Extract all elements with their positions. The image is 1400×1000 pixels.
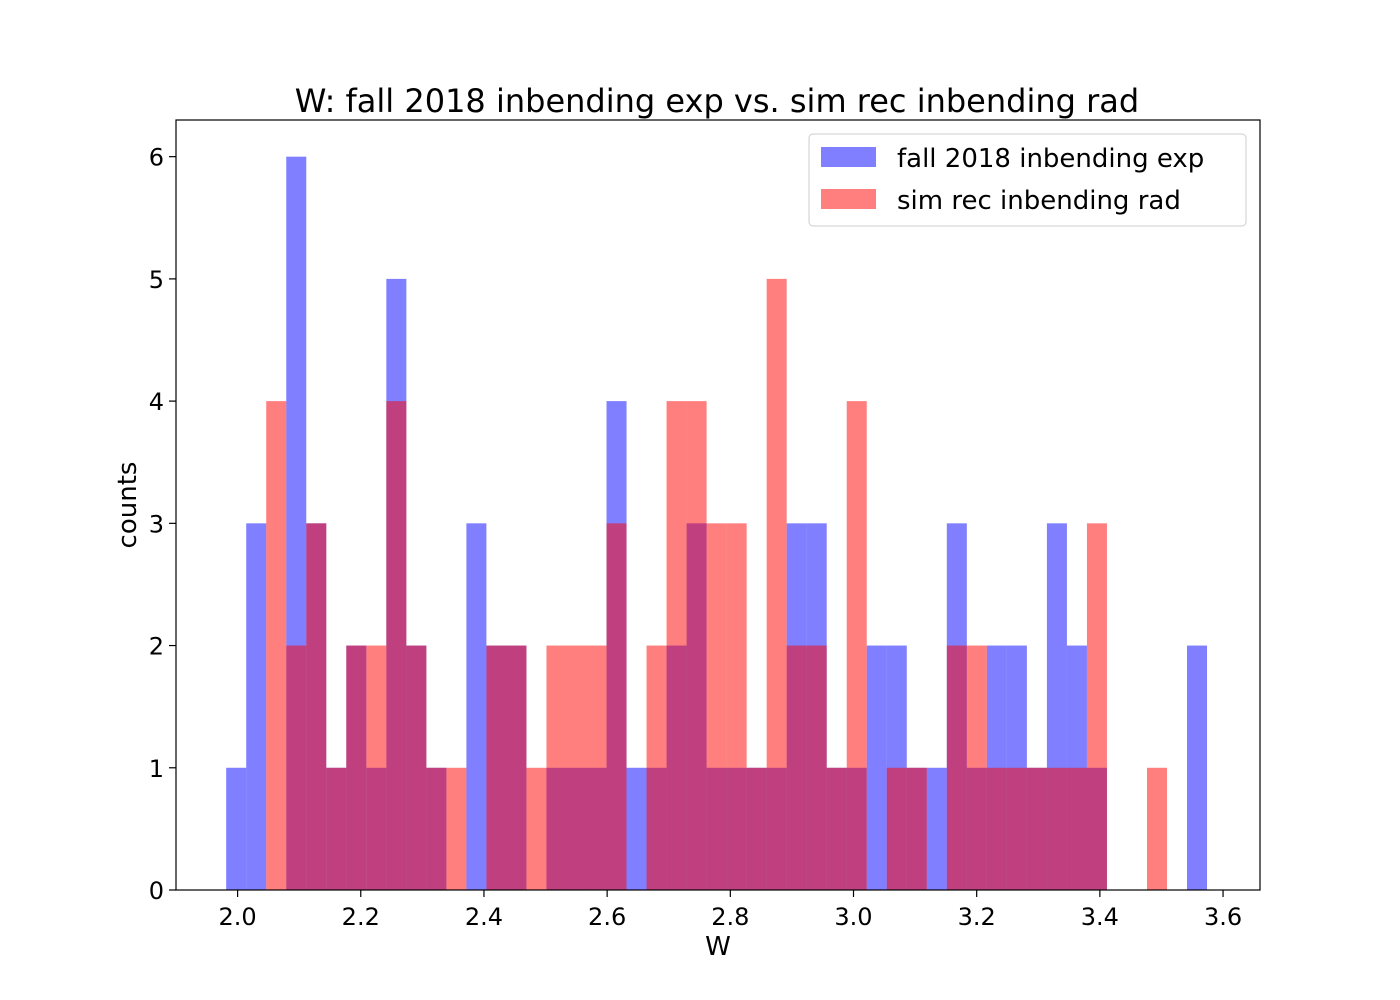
bar-sim-bin-18 [586, 645, 607, 890]
x-tick-label: 2.2 [342, 903, 380, 931]
bar-sim-bin-15 [526, 767, 547, 890]
y-axis-label: counts [113, 462, 143, 549]
bar-sim-bin-36 [946, 645, 967, 890]
bar-sim-bin-23 [686, 401, 707, 890]
bar-sim-bin-26 [746, 767, 767, 890]
bar-sim-bin-11 [446, 767, 467, 890]
bar-sim-bin-9 [406, 645, 427, 890]
x-tick-label: 2.8 [711, 903, 749, 931]
bar-sim-bin-5 [326, 767, 347, 890]
bar-sim-bin-37 [966, 645, 987, 890]
y-tick-label: 6 [149, 144, 164, 172]
bar-sim-bin-25 [726, 523, 747, 890]
x-tick-label: 2.6 [588, 903, 626, 931]
legend-swatch-exp [821, 147, 876, 167]
bar-sim-bin-27 [766, 278, 787, 890]
bar-sim-bin-14 [506, 645, 527, 890]
x-tick-label: 3.2 [958, 903, 996, 931]
bar-sim-bin-30 [826, 767, 847, 890]
x-axis-ticks: 2.0 2.2 2.4 2.6 2.8 3.0 3.2 3.4 3.6 [219, 890, 1242, 931]
bar-exp-bin-0 [226, 767, 247, 890]
x-tick-label: 3.4 [1081, 903, 1119, 931]
legend-label-exp: fall 2018 inbending exp [897, 144, 1204, 174]
chart-title: W: fall 2018 inbending exp vs. sim rec i… [295, 82, 1139, 120]
y-tick-label: 0 [149, 877, 164, 905]
bar-sim-bin-10 [426, 767, 447, 890]
bar-sim-bin-46 [1146, 767, 1167, 890]
bar-sim-bin-13 [486, 645, 507, 890]
bar-sim-bin-17 [566, 645, 587, 890]
bar-exp-bin-48 [1187, 645, 1208, 890]
x-tick-label: 3.6 [1204, 903, 1242, 931]
x-tick-label: 3.0 [834, 903, 872, 931]
bar-sim-bin-31 [846, 401, 867, 890]
bar-exp-bin-1 [246, 523, 267, 890]
bar-sim-bin-29 [806, 645, 827, 890]
bar-sim-bin-42 [1066, 767, 1087, 890]
bar-exp-bin-12 [466, 523, 487, 890]
x-axis-label: W [705, 932, 731, 962]
bar-exp-bin-35 [926, 767, 947, 890]
bar-sim-bin-6 [346, 645, 367, 890]
plot-frame [175, 119, 1261, 891]
y-axis-ticks: 0 1 2 3 4 5 6 [149, 144, 176, 905]
bar-sim-bin-43 [1086, 523, 1107, 890]
bar-sim-bin-21 [646, 645, 667, 890]
legend: fall 2018 inbending exp sim rec inbendin… [808, 133, 1247, 227]
bar-sim-bin-40 [1026, 767, 1047, 890]
bar-sim-bin-28 [786, 645, 807, 890]
bar-sim-bin-33 [886, 767, 907, 890]
y-tick-label: 2 [149, 633, 164, 661]
y-tick-label: 5 [149, 266, 164, 294]
legend-frame [808, 133, 1247, 227]
bar-exp-bin-32 [866, 645, 887, 890]
bar-sim-bin-3 [286, 645, 307, 890]
bar-sim-bin-19 [606, 523, 627, 890]
bar-sim-bin-7 [366, 645, 387, 890]
bar-sim-bin-22 [666, 401, 687, 890]
legend-swatch-sim [821, 189, 876, 209]
legend-label-sim: sim rec inbending rad [897, 186, 1181, 216]
y-tick-label: 3 [149, 510, 164, 538]
series-sim-rec-inbending-rad-bars [266, 278, 1167, 890]
bar-sim-bin-4 [306, 523, 327, 890]
y-tick-label: 1 [149, 755, 164, 783]
y-tick-label: 4 [149, 388, 164, 416]
x-tick-label: 2.0 [219, 903, 257, 931]
bar-sim-bin-16 [546, 645, 567, 890]
bar-sim-bin-39 [1006, 767, 1027, 890]
x-tick-label: 2.4 [465, 903, 503, 931]
bar-sim-bin-41 [1046, 767, 1067, 890]
bar-sim-bin-8 [386, 401, 407, 890]
bar-sim-bin-34 [906, 767, 927, 890]
bar-sim-bin-2 [266, 401, 287, 890]
bar-sim-bin-24 [706, 523, 727, 890]
bar-sim-bin-38 [986, 767, 1007, 890]
bar-exp-bin-20 [626, 767, 647, 890]
